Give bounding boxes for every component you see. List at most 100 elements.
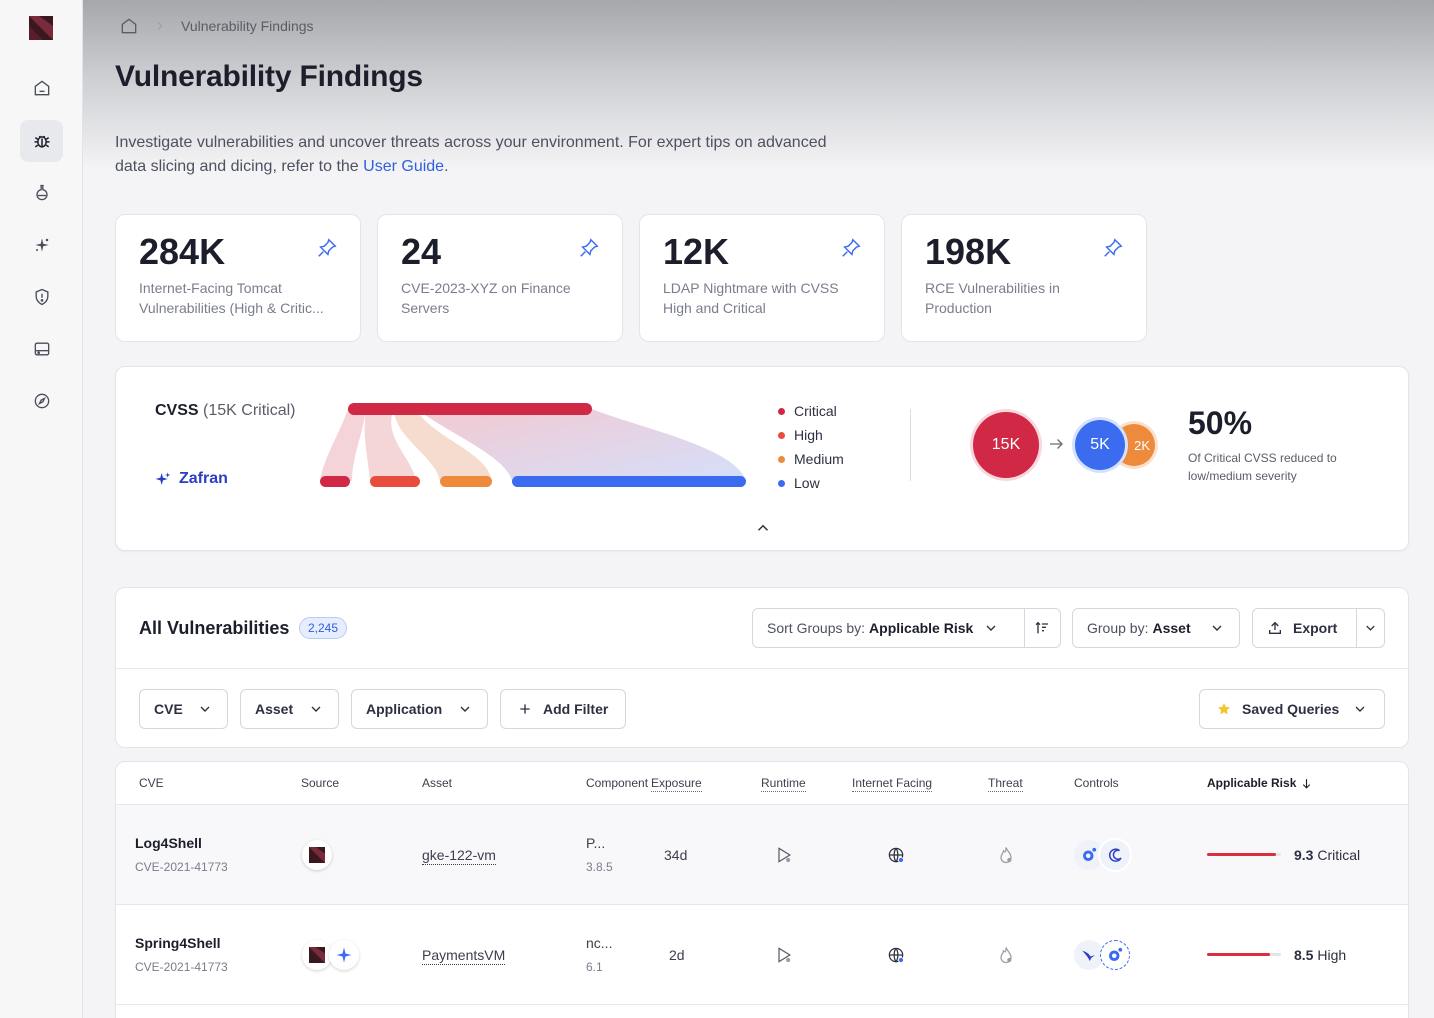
sparkle-icon bbox=[155, 472, 171, 485]
stat-label: LDAP Nightmare with CVSS High and Critic… bbox=[663, 280, 839, 316]
source-logo-icon bbox=[302, 940, 332, 970]
cve-id: CVE-2021-41773 bbox=[135, 960, 228, 974]
column-header-component[interactable]: Component bbox=[586, 776, 649, 790]
stat-value: 12K bbox=[663, 231, 730, 272]
bar-zafran-high bbox=[370, 476, 420, 487]
control-eye-icon bbox=[1100, 940, 1130, 970]
page-description: Investigate vulnerabilities and uncover … bbox=[115, 134, 827, 175]
add-filter-button[interactable]: Add Filter bbox=[500, 689, 626, 729]
page-title: Vulnerability Findings bbox=[115, 60, 423, 93]
stat-card[interactable]: 24 CVE-2023-XYZ on Finance Servers bbox=[377, 214, 623, 342]
column-header-source[interactable]: Source bbox=[301, 776, 340, 790]
compass-icon[interactable] bbox=[20, 380, 63, 422]
legend-item: High bbox=[778, 423, 844, 447]
drive-icon[interactable] bbox=[20, 328, 63, 370]
arrow-down-icon bbox=[1303, 778, 1311, 789]
user-guide-link[interactable]: User Guide bbox=[363, 158, 445, 175]
arrow-right-icon bbox=[1050, 439, 1063, 449]
sparkle-icon bbox=[329, 940, 359, 970]
divider bbox=[910, 409, 911, 481]
risk-bar-fill bbox=[1207, 953, 1270, 956]
cvss-flow-diagram bbox=[320, 403, 746, 487]
asset-link[interactable]: gke-122-vm bbox=[422, 847, 496, 865]
cvss-title: CVSS (15K Critical) bbox=[155, 402, 296, 419]
bug-icon[interactable] bbox=[20, 120, 63, 162]
pin-icon[interactable] bbox=[840, 237, 862, 259]
column-header-runtime[interactable]: Runtime bbox=[761, 776, 806, 792]
reduction-percent: 50% bbox=[1188, 405, 1253, 441]
stat-card[interactable]: 198K RCE Vulnerabilities in Production bbox=[901, 214, 1147, 342]
bar-zafran-low bbox=[512, 476, 746, 487]
pin-icon[interactable] bbox=[1102, 237, 1124, 259]
cvss-panel: CVSS (15K Critical) Zafran Critical High… bbox=[115, 366, 1409, 551]
cve-name[interactable]: Log4Shell bbox=[135, 835, 202, 851]
flow-low bbox=[416, 409, 746, 481]
chevron-down-icon bbox=[1212, 625, 1222, 631]
legend-dot bbox=[778, 431, 785, 439]
asset-link[interactable]: PaymentsVM bbox=[422, 947, 506, 965]
cve-name[interactable]: Spring4Shell bbox=[135, 935, 221, 951]
flask-icon[interactable] bbox=[20, 172, 63, 214]
legend-dot bbox=[778, 455, 785, 463]
table-row[interactable]: Spring4Shell CVE-2021-41773 PaymentsVM n… bbox=[116, 905, 1408, 1005]
component-name: nc... bbox=[586, 935, 613, 951]
stat-value: 198K bbox=[925, 231, 1012, 272]
sidebar bbox=[0, 0, 83, 1018]
upload-icon bbox=[1269, 621, 1281, 634]
column-header-threat[interactable]: Threat bbox=[988, 776, 1023, 792]
exposure-value: 2d bbox=[669, 947, 685, 963]
stat-card[interactable]: 12K LDAP Nightmare with CVSS High and Cr… bbox=[639, 214, 885, 342]
group-by-dropdown[interactable]: Group by: Asset bbox=[1072, 608, 1240, 648]
breadcrumb-current: Vulnerability Findings bbox=[181, 18, 314, 34]
globe-icon bbox=[888, 947, 904, 963]
filter-application[interactable]: Application bbox=[351, 689, 488, 729]
pin-icon[interactable] bbox=[578, 237, 600, 259]
severity-legend: Critical High Medium Low bbox=[778, 399, 844, 495]
table-row[interactable]: Log4Shell CVE-2021-41773 gke-122-vm P...… bbox=[116, 805, 1408, 905]
chevron-down-icon bbox=[1366, 625, 1375, 631]
shield-icon[interactable] bbox=[20, 276, 63, 318]
plus-icon bbox=[520, 704, 530, 714]
column-header-controls[interactable]: Controls bbox=[1074, 776, 1119, 790]
stat-card[interactable]: 284K Internet-Facing Tomcat Vulnerabilit… bbox=[115, 214, 361, 342]
table-header: CVE Source Asset Component Exposure Runt… bbox=[116, 762, 1408, 805]
sort-groups-dropdown[interactable]: Sort Groups by: Applicable Risk bbox=[752, 608, 1025, 648]
bar-cvss-critical bbox=[348, 403, 592, 415]
app-logo[interactable] bbox=[29, 16, 53, 40]
breadcrumb: Vulnerability Findings bbox=[119, 16, 314, 36]
chevron-right-icon bbox=[157, 22, 163, 30]
chevron-up-icon[interactable] bbox=[754, 519, 772, 537]
sparkle-icon[interactable] bbox=[20, 224, 63, 266]
filter-cve[interactable]: CVE bbox=[139, 689, 228, 729]
column-header-cve[interactable]: CVE bbox=[139, 776, 164, 790]
count-badge: 2,245 bbox=[299, 617, 348, 639]
pin-icon[interactable] bbox=[316, 237, 338, 259]
flow-high bbox=[364, 409, 416, 481]
star-icon bbox=[1218, 703, 1230, 715]
component-version: 6.1 bbox=[586, 960, 603, 974]
stat-value: 24 bbox=[401, 231, 442, 272]
export-options-button[interactable] bbox=[1356, 608, 1385, 648]
flame-icon bbox=[1000, 847, 1012, 864]
column-header-internet-facing[interactable]: Internet Facing bbox=[852, 776, 933, 792]
critical-after-bubble: 5K bbox=[1075, 420, 1125, 470]
legend-item: Low bbox=[778, 471, 844, 495]
component-version: 3.8.5 bbox=[586, 860, 613, 874]
vulnerabilities-title: All Vulnerabilities bbox=[139, 618, 290, 638]
export-button[interactable]: Export bbox=[1252, 608, 1358, 648]
column-header-asset[interactable]: Asset bbox=[422, 776, 453, 790]
column-header-exposure[interactable]: Exposure bbox=[651, 776, 702, 792]
saved-queries-dropdown[interactable]: Saved Queries bbox=[1199, 689, 1385, 729]
bar-zafran-critical bbox=[320, 476, 350, 487]
sort-icon bbox=[1035, 621, 1048, 634]
vulnerabilities-panel: All Vulnerabilities 2,245 Sort Groups by… bbox=[115, 587, 1409, 748]
home-icon[interactable] bbox=[20, 67, 63, 109]
sort-order-button[interactable] bbox=[1024, 608, 1061, 648]
chevron-down-icon bbox=[200, 706, 210, 712]
critical-before-bubble: 15K bbox=[973, 412, 1039, 478]
filter-asset[interactable]: Asset bbox=[240, 689, 339, 729]
home-icon[interactable] bbox=[119, 16, 139, 36]
header-background bbox=[83, 0, 1434, 170]
column-header-applicable-risk[interactable]: Applicable Risk bbox=[1207, 776, 1313, 790]
exposure-value: 34d bbox=[664, 847, 688, 863]
